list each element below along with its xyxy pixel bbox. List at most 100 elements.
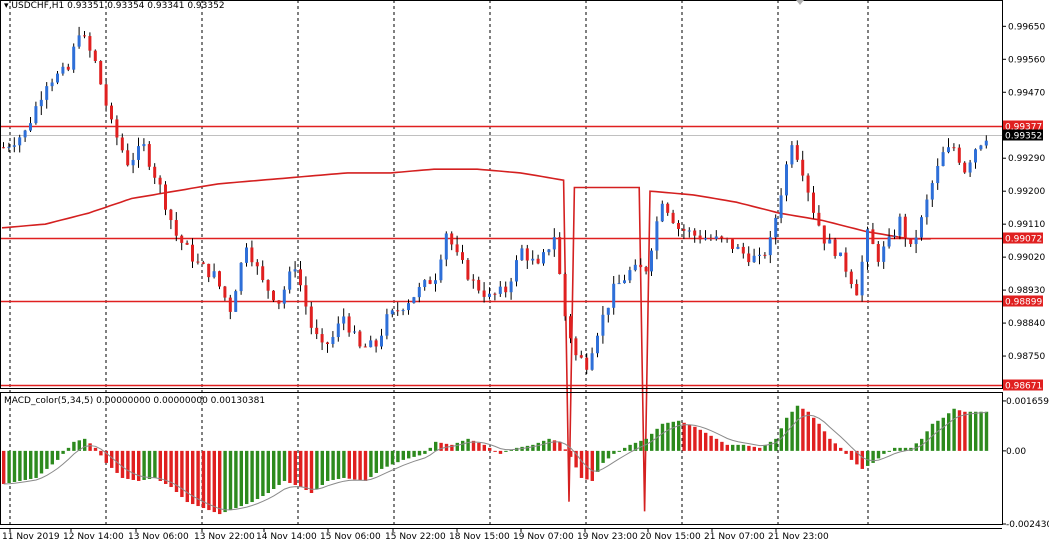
candle: [320, 328, 324, 351]
macd-bar: [488, 447, 492, 451]
candle: [56, 71, 59, 85]
macd-bar: [768, 441, 773, 451]
macd-bar: [61, 450, 65, 454]
macd-bar: [342, 450, 346, 478]
candle: [644, 265, 648, 275]
candle: [434, 273, 437, 292]
candle: [839, 252, 842, 257]
candle: [866, 226, 869, 270]
candle: [218, 270, 221, 290]
macd-bar: [104, 450, 108, 463]
candle: [164, 181, 167, 216]
macd-bar: [887, 450, 891, 452]
candle: [655, 216, 659, 260]
candle: [39, 91, 43, 116]
macd-bar: [353, 450, 357, 480]
macd-bar: [509, 449, 513, 451]
macd-histogram: [2, 405, 989, 515]
level-price-marker: [1003, 232, 1043, 244]
macd-bar: [461, 440, 465, 451]
candle: [876, 241, 880, 267]
macd-bar: [650, 433, 654, 451]
candle: [353, 325, 356, 334]
macd-bar: [272, 450, 276, 489]
candle: [844, 247, 848, 278]
candle: [552, 228, 556, 257]
macd-bar: [412, 450, 416, 457]
candle: [331, 331, 335, 348]
macd-bar: [849, 450, 854, 460]
macd-bar: [126, 450, 130, 479]
dropdown-triangle-icon[interactable]: ▾: [4, 1, 9, 11]
macd-bar: [903, 447, 908, 451]
candle: [585, 353, 589, 374]
candle: [795, 140, 799, 162]
time-tick-label: 21 Nov 07:00: [704, 532, 765, 542]
macd-bar: [628, 444, 632, 451]
candle: [909, 238, 913, 247]
macd-bar: [758, 447, 762, 451]
candle: [169, 208, 173, 230]
macd-bar: [374, 450, 378, 473]
candle: [520, 244, 524, 261]
candle: [812, 185, 815, 219]
price-pane-frame: [0, 0, 1003, 389]
candle: [731, 239, 734, 254]
candle: [45, 82, 49, 109]
macd-bar: [795, 405, 800, 451]
horizontal-levels[interactable]: 0.99377 0.99072 0.98899 0.98671 0.99352: [0, 120, 1043, 392]
macd-bar: [898, 447, 902, 451]
candle: [698, 229, 702, 244]
candle: [768, 230, 772, 264]
macd-bar: [358, 450, 362, 481]
macd-bar: [288, 450, 292, 483]
macd-bar: [455, 442, 459, 451]
macd-bar: [839, 447, 843, 451]
candle: [617, 274, 621, 285]
macd-bar: [147, 450, 152, 479]
candle: [569, 314, 572, 344]
macd-bar: [774, 438, 778, 451]
candle: [50, 78, 54, 92]
macd-bar: [952, 408, 956, 451]
candle: [536, 254, 540, 265]
candle: [747, 246, 751, 267]
candle: [455, 235, 459, 256]
macd-bar: [704, 432, 708, 451]
macd-bar: [963, 411, 967, 451]
macd-bar: [747, 445, 751, 451]
candle: [293, 261, 297, 278]
time-tick-label: 15 Nov 22:00: [385, 532, 446, 542]
candle: [849, 269, 853, 289]
candle: [974, 148, 977, 169]
macd-bar: [569, 450, 573, 457]
candle: [439, 254, 443, 283]
candle: [2, 142, 5, 149]
chart-shift-icon[interactable]: [796, 0, 804, 5]
candle: [563, 272, 567, 321]
candle: [806, 173, 810, 202]
time-tick-label: 14 Nov 14:00: [256, 532, 317, 542]
candle: [288, 266, 292, 294]
macd-bar: [326, 450, 330, 481]
macd-bar: [655, 428, 659, 451]
macd-bar: [12, 450, 17, 482]
macd-bar: [277, 450, 281, 485]
candle: [23, 129, 27, 142]
candle: [801, 150, 805, 182]
macd-bar: [77, 440, 81, 451]
macd-bar: [666, 422, 670, 451]
candle: [401, 308, 405, 316]
candle: [822, 225, 826, 251]
candle: [952, 143, 956, 152]
level-price-label: 0.99072: [1005, 235, 1042, 245]
candle: [104, 78, 108, 112]
macd-bar: [525, 445, 530, 451]
candle: [817, 205, 821, 227]
level-price-marker: [1003, 120, 1043, 132]
macd-bar: [380, 450, 384, 469]
macd-bar: [174, 450, 179, 493]
macd-bar: [153, 450, 157, 478]
candle: [639, 258, 643, 268]
